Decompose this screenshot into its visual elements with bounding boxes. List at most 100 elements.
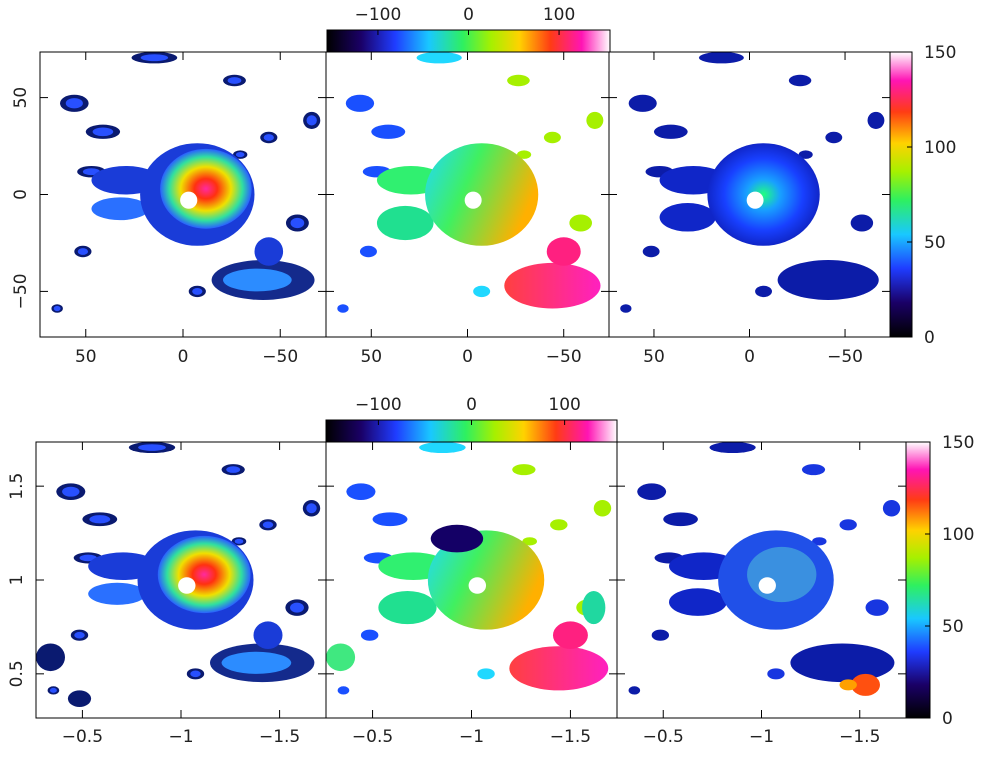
emission-patch [360,629,379,641]
panel-bottom-dispersion: −0.5 −1 −1.5 [616,441,907,747]
emission-patch [473,285,491,298]
emission-patch [850,214,874,232]
y-tick-label: 0 [11,189,31,200]
x-tick-label: −50 [546,347,582,367]
x-tick-label: −50 [827,347,863,367]
emission-patch [504,262,601,309]
emission-patch [427,530,545,630]
emission-patch [669,588,727,616]
emission-patch [593,499,612,517]
emission-patch [758,577,776,594]
x-tick-label: −1.5 [550,727,591,747]
emission-patch [851,673,880,696]
map-velocity [326,52,609,337]
emission-patch [709,442,756,454]
x-tick-label: −0.5 [352,727,393,747]
emission-patch [36,643,65,672]
emission-patch [65,98,83,109]
emission-patch [346,483,376,500]
emission-patch [746,191,764,209]
emission-patch [88,582,147,605]
emission-patch [865,599,889,616]
colorbar-tick-label: 100 [543,5,575,25]
x-tick-label: −0.5 [643,727,684,747]
colorbar-tick-label: 50 [942,617,964,637]
colorbar-tick-label: −100 [355,395,402,415]
emission-patch [522,537,537,546]
emission-patch [707,143,820,246]
colorbar-tick-label: 0 [942,709,953,729]
emission-patch [91,197,149,221]
emission-patch [464,191,482,209]
emission-patch [425,143,539,246]
emission-patch [812,537,827,546]
emission-patch [223,268,292,292]
emission-patch [77,248,89,255]
emission-patch [512,464,536,476]
y-tick-label: 0.5 [7,660,27,687]
emission-patch [637,483,667,500]
emission-patch [582,591,606,625]
emission-patch [642,245,660,258]
x-tick-label: 0 [178,347,189,367]
emission-patch [359,245,377,258]
y-tick-label: −50 [11,273,31,309]
emission-patch [337,304,349,313]
y-tick-label: 50 [11,87,31,109]
emission-patch [326,643,356,672]
emission-patch [138,444,166,451]
map-dispersion [609,52,890,337]
emission-patch [586,111,604,129]
colorbar-dispersion: 150 100 50 0 [905,433,974,729]
emission-patch [235,152,245,158]
y-tick-label: 1 [7,575,27,586]
emission-patch [290,217,305,229]
emission-patch [430,524,484,553]
emission-patch [477,668,495,680]
emission-patch [468,577,487,594]
emission-patch [569,214,593,232]
emission-patch [416,52,462,64]
colorbar-tick-label: 100 [942,525,974,545]
emission-patch [345,94,375,112]
emission-patch [755,285,772,298]
colorbar-tick-label: 0 [466,395,477,415]
emission-patch [507,74,530,87]
emission-patch [192,287,203,295]
emission-patch [376,205,434,241]
emission-patch [306,115,317,126]
emission-patch [49,687,57,693]
x-tick-label: −1.5 [259,727,300,747]
emission-patch [290,602,304,613]
emission-patch [767,668,785,680]
map-dispersion [617,442,906,718]
colorbar-dispersion-gradient [889,51,913,338]
colorbar-tick-label: 0 [924,328,935,348]
emission-patch [140,54,169,62]
emission-patch [651,629,670,641]
emission-patch [253,621,283,649]
panel-bottom-intensity: −0.5 −1 −1.5 1.5 1 0.5 [7,441,327,747]
emission-patch [839,519,857,531]
x-tick-label: 50 [643,347,665,367]
emission-patch [92,127,114,137]
emission-patch [221,651,292,674]
emission-patch [546,237,581,266]
emission-patch [839,679,857,691]
emission-patch [378,591,437,625]
emission-patch [74,631,85,639]
colorbar-velocity: −100 0 100 [326,5,611,53]
emission-patch [777,260,879,300]
emission-patch [798,150,813,159]
emission-patch [337,686,350,695]
y-tick-label: 1.5 [7,473,27,500]
panel-top-dispersion: 50 0 −50 [608,51,891,367]
emission-patch [227,77,242,84]
colorbar-dispersion: 150 100 50 0 [889,43,956,348]
colorbar-dispersion-gradient [905,441,931,719]
colorbar-tick-label: 0 [463,5,474,25]
colorbar-tick-label: 100 [548,395,580,415]
emission-patch [698,52,744,64]
x-tick-label: 0 [462,347,473,367]
colorbar-tick-label: −100 [355,5,402,25]
